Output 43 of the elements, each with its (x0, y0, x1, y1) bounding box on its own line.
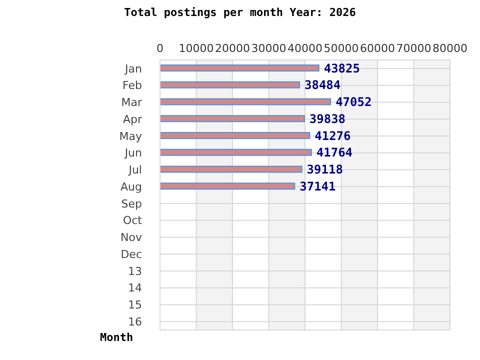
y-tick-label: Apr (122, 112, 142, 126)
x-tick-label: 60000 (360, 42, 395, 55)
y-tick-label: Oct (122, 214, 143, 228)
data-label: 38484 (304, 78, 341, 92)
bar (160, 98, 332, 106)
y-tick-label: 15 (128, 298, 142, 312)
x-tick-label: 70000 (396, 42, 432, 55)
y-tick-label: Dec (120, 248, 142, 261)
x-tick-label: 40000 (288, 42, 322, 55)
data-label: 41276 (314, 128, 351, 143)
data-label: 47052 (336, 95, 372, 110)
x-tick-label: 30000 (251, 42, 286, 55)
y-tick-label: Nov (120, 231, 142, 244)
y-tick-label: 13 (128, 264, 142, 278)
bar (160, 115, 305, 122)
data-label: 39118 (306, 162, 343, 177)
x-tick-label: 10000 (178, 42, 214, 55)
x-tick-label: 0 (156, 42, 164, 55)
y-tick-label: 14 (128, 282, 142, 295)
data-label: 37141 (300, 179, 336, 194)
chart-title: Total postings per month Year: 2026 (123, 6, 357, 19)
y-tick-label: Feb (122, 79, 142, 92)
bar (160, 182, 296, 190)
y-tick-label: Jul (128, 164, 142, 177)
bar (160, 81, 300, 88)
y-tick-label: Aug (120, 180, 142, 194)
data-label: 39838 (309, 112, 346, 126)
y-axis-title: Month (100, 331, 134, 344)
y-tick-label: Jan (124, 62, 142, 76)
data-label: 43825 (324, 61, 360, 76)
y-tick-label: 16 (128, 315, 142, 328)
y-tick-label: Mar (121, 96, 142, 110)
y-tick-label: May (119, 130, 142, 143)
y-tick-label: Jun (124, 146, 142, 160)
x-tick-label: 80000 (432, 42, 468, 55)
bar (160, 64, 320, 72)
bar (160, 132, 310, 139)
bar (160, 166, 302, 173)
bar (160, 148, 312, 156)
y-tick-label: Sep (121, 197, 142, 210)
x-tick-label: 20000 (215, 42, 250, 55)
data-label: 41764 (316, 146, 353, 160)
x-tick-label: 50000 (324, 42, 359, 55)
